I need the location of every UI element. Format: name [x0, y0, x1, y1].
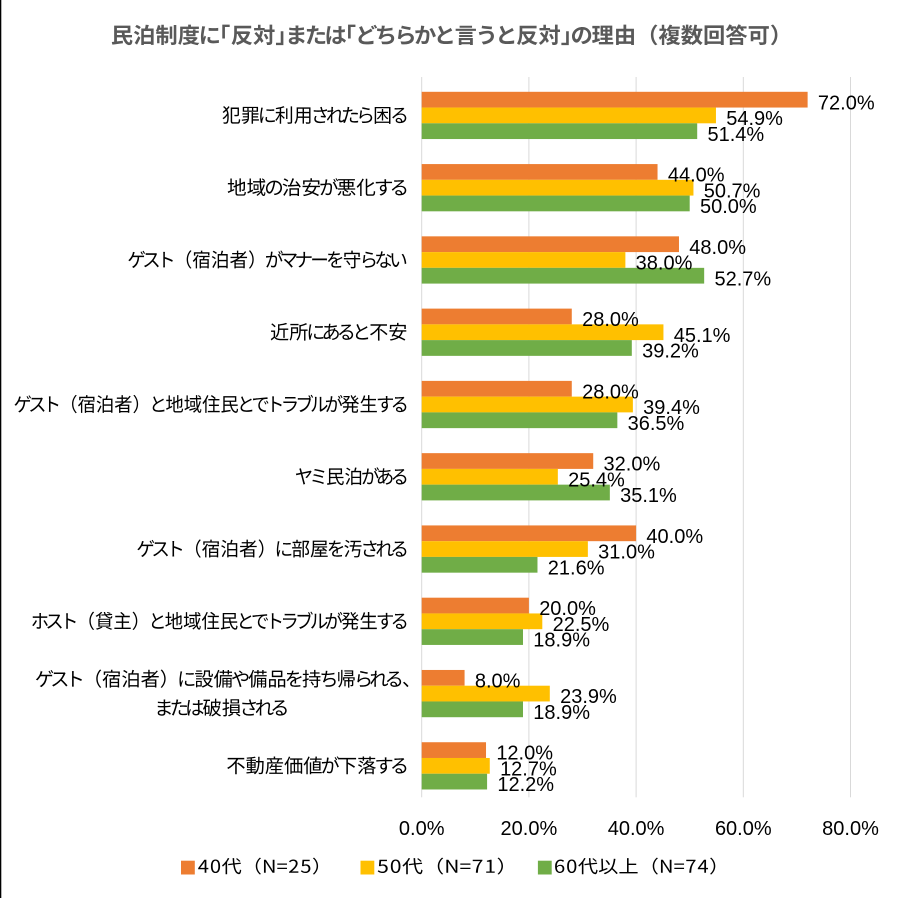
svg-text:36.5%: 36.5%	[628, 413, 685, 435]
svg-text:20.0%: 20.0%	[501, 818, 558, 840]
svg-text:45.1%: 45.1%	[674, 325, 731, 347]
svg-text:80.0%: 80.0%	[822, 818, 879, 840]
svg-text:32.0%: 32.0%	[604, 454, 661, 476]
svg-text:20.0%: 20.0%	[539, 598, 596, 620]
svg-text:0.0%: 0.0%	[399, 818, 445, 840]
svg-text:25.4%: 25.4%	[568, 469, 625, 491]
svg-text:12.7%: 12.7%	[500, 758, 557, 780]
svg-text:18.9%: 18.9%	[533, 702, 590, 724]
svg-text:23.9%: 23.9%	[560, 686, 617, 708]
svg-text:38.0%: 38.0%	[636, 253, 693, 275]
svg-text:39.4%: 39.4%	[643, 397, 700, 419]
svg-text:54.9%: 54.9%	[726, 108, 783, 130]
svg-text:12.0%: 12.0%	[496, 743, 553, 765]
svg-text:18.9%: 18.9%	[533, 630, 590, 652]
svg-text:28.0%: 28.0%	[582, 309, 639, 331]
svg-text:48.0%: 48.0%	[689, 237, 746, 259]
svg-text:40.0%: 40.0%	[646, 526, 703, 548]
svg-text:44.0%: 44.0%	[668, 165, 725, 187]
svg-text:22.5%: 22.5%	[553, 614, 610, 636]
svg-text:40.0%: 40.0%	[608, 818, 665, 840]
svg-text:51.4%: 51.4%	[708, 124, 765, 146]
svg-text:50.0%: 50.0%	[700, 196, 757, 218]
svg-text:52.7%: 52.7%	[714, 268, 771, 290]
svg-text:39.2%: 39.2%	[642, 341, 699, 363]
svg-text:12.2%: 12.2%	[497, 774, 554, 796]
svg-text:50.7%: 50.7%	[704, 180, 761, 202]
svg-text:8.0%: 8.0%	[475, 670, 521, 692]
svg-text:60.0%: 60.0%	[715, 818, 772, 840]
svg-text:21.6%: 21.6%	[548, 557, 605, 579]
svg-text:31.0%: 31.0%	[598, 542, 655, 564]
svg-text:35.1%: 35.1%	[620, 485, 677, 507]
svg-text:28.0%: 28.0%	[582, 381, 639, 403]
svg-text:72.0%: 72.0%	[818, 92, 875, 114]
